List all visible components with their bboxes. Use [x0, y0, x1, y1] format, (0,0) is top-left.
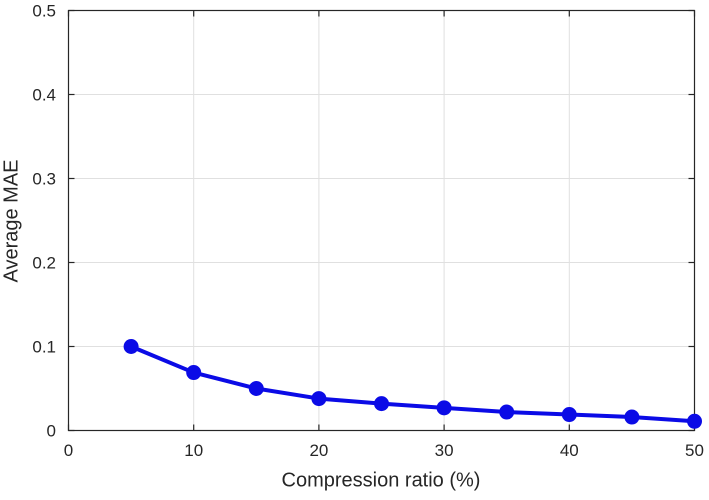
plot-border: [67, 9, 696, 432]
x-tick-label: 10: [184, 441, 203, 460]
y-axis-label: Average MAE: [0, 159, 23, 283]
x-tick-label: 30: [435, 441, 454, 460]
x-tick-label: 50: [685, 441, 704, 460]
data-point-marker: [561, 407, 577, 423]
grid-layer: [68, 10, 695, 431]
data-point-marker: [248, 381, 264, 396]
data-point-marker: [687, 413, 702, 429]
x-axis-label: Compression ratio (%): [281, 469, 481, 492]
x-tick-label: 20: [309, 441, 328, 460]
y-tick-label: 0.2: [32, 254, 56, 273]
data-point-marker: [499, 404, 515, 420]
data-point-marker: [374, 396, 389, 412]
y-tick-label: 0.4: [32, 86, 56, 105]
data-line: [129, 344, 697, 424]
data-point-marker: [186, 365, 202, 381]
tick-label-layer: 0 10 20 30 40 50 0 0.1 0.2 0.3 0.4 0.5: [32, 2, 704, 461]
data-point-marker: [436, 400, 452, 416]
x-tick-label: 0: [64, 441, 73, 460]
y-tick-label: 0.5: [32, 2, 56, 21]
data-point-marker: [311, 391, 327, 407]
y-tick-label: 0.1: [32, 338, 56, 357]
series-layer: [123, 339, 702, 429]
y-tick-label: 0: [47, 422, 56, 441]
data-point-marker: [624, 409, 640, 425]
y-tick-label: 0.3: [32, 170, 56, 189]
x-tick-label: 40: [560, 441, 579, 460]
axes-layer: [67, 9, 696, 432]
data-point-marker: [123, 339, 139, 354]
